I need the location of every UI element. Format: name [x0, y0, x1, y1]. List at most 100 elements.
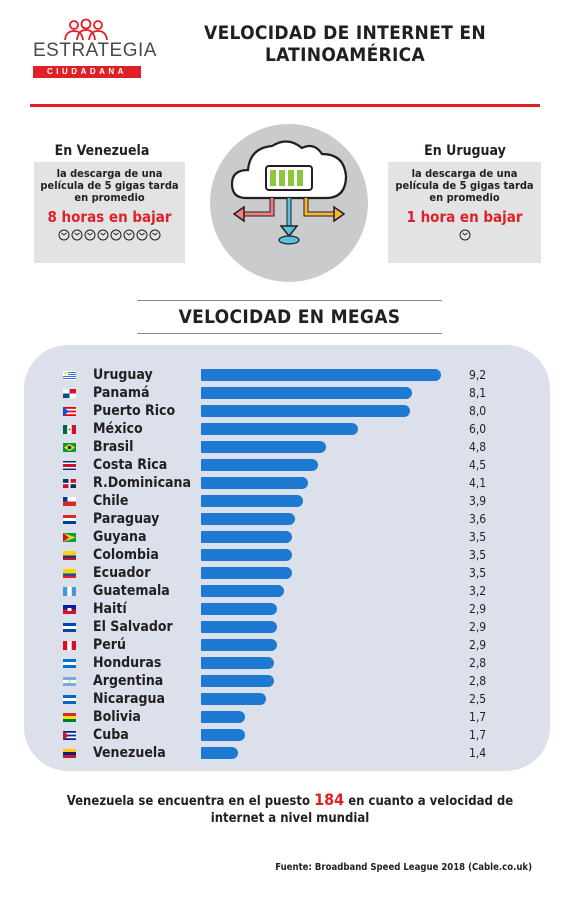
- category-label: Bolivia: [93, 709, 141, 725]
- flag-icon: [63, 389, 76, 398]
- uruguay-label: En Uruguay: [424, 143, 506, 159]
- bar: [201, 747, 238, 759]
- venezuela-time: 8 horas en bajar: [47, 208, 172, 226]
- chart-row: Colombia 3,5: [0, 547, 580, 565]
- footer-note: Venezuela se encuentra en el puesto 184 …: [40, 791, 540, 827]
- bar: [201, 477, 308, 489]
- bar: [201, 513, 295, 525]
- footer-before: Venezuela se encuentra en el puesto: [66, 794, 310, 809]
- clock-icon: [149, 229, 161, 241]
- value-label: 3,9: [469, 494, 487, 508]
- uruguay-desc-1: la descarga de una: [411, 167, 518, 180]
- uruguay-card: la descarga de una película de 5 gigas t…: [388, 162, 541, 263]
- venezuela-desc-3: en promedio: [74, 191, 145, 204]
- clock-icon: [459, 229, 470, 241]
- chart-row: Cuba 1,7: [0, 727, 580, 745]
- chart-row: Argentina 2,8: [0, 673, 580, 691]
- logo-tagline: CIUDADANA: [33, 66, 141, 78]
- flag-icon: [63, 695, 76, 704]
- category-label: Chile: [93, 493, 129, 509]
- category-label: Ecuador: [93, 565, 151, 581]
- header-divider: [30, 104, 540, 107]
- source-note: Fuente: Broadband Speed League 2018 (Cab…: [275, 862, 532, 873]
- venezuela-desc-1: la descarga de una: [56, 167, 163, 180]
- title-line-2: LATINOAMÉRICA: [264, 44, 426, 66]
- bar: [201, 531, 293, 543]
- section-title: VELOCIDAD EN MEGAS: [178, 306, 401, 328]
- bar: [201, 441, 327, 453]
- bar: [201, 369, 441, 381]
- value-label: 4,5: [469, 458, 487, 472]
- flag-icon: [63, 461, 76, 470]
- bar: [201, 495, 303, 507]
- value-label: 9,2: [469, 368, 487, 382]
- flag-icon: [63, 371, 76, 380]
- bar: [201, 657, 275, 669]
- flag-icon: [63, 443, 76, 452]
- chart-row: Brasil 4,8: [0, 439, 580, 457]
- venezuela-desc-2: película de 5 gigas tarda: [40, 179, 179, 192]
- chart-row: Guyana 3,5: [0, 529, 580, 547]
- bar: [201, 675, 275, 687]
- bar: [201, 459, 319, 471]
- page-title: VELOCIDAD DE INTERNET EN LATINOAMÉRICA: [180, 22, 510, 66]
- people-group-icon: [64, 18, 108, 41]
- venezuela-label: En Venezuela: [54, 143, 150, 159]
- flag-icon: [63, 749, 76, 758]
- bar: [201, 621, 277, 633]
- chart-row: Puerto Rico 8,0: [0, 403, 580, 421]
- flag-icon: [63, 551, 76, 560]
- bar: [201, 729, 246, 741]
- chart-row: Paraguay 3,6: [0, 511, 580, 529]
- category-label: R.Dominicana: [93, 475, 192, 491]
- value-label: 1,7: [469, 710, 487, 724]
- value-label: 8,1: [469, 386, 487, 400]
- chart-row: R.Dominicana 4,1: [0, 475, 580, 493]
- category-label: Paraguay: [93, 511, 160, 527]
- category-label: Costa Rica: [93, 457, 168, 473]
- value-label: 6,0: [469, 422, 487, 436]
- chart-row: Uruguay 9,2: [0, 367, 580, 385]
- category-label: El Salvador: [93, 619, 173, 635]
- bar: [201, 585, 285, 597]
- clock-icon: [97, 229, 109, 241]
- value-label: 4,8: [469, 440, 487, 454]
- flag-icon: [63, 407, 76, 416]
- uruguay-clocks: [388, 229, 541, 241]
- category-label: México: [93, 421, 143, 437]
- venezuela-card: la descarga de una película de 5 gigas t…: [34, 162, 185, 263]
- chart-row: Guatemala 3,2: [0, 583, 580, 601]
- venezuela-clocks: [34, 229, 185, 241]
- chart-row: Chile 3,9: [0, 493, 580, 511]
- value-label: 2,9: [469, 638, 487, 652]
- flag-icon: [63, 533, 76, 542]
- bar: [201, 423, 358, 435]
- value-label: 3,2: [469, 584, 487, 598]
- bar: [201, 387, 413, 399]
- value-label: 3,6: [469, 512, 487, 526]
- flag-icon: [63, 677, 76, 686]
- flag-icon: [63, 713, 76, 722]
- flag-icon: [63, 515, 76, 524]
- category-label: Guatemala: [93, 583, 170, 599]
- chart-row: Haití 2,9: [0, 601, 580, 619]
- bar: [201, 603, 277, 615]
- section-line-bottom: [137, 333, 442, 334]
- value-label: 2,5: [469, 692, 487, 706]
- chart-row: Nicaragua 2,5: [0, 691, 580, 709]
- category-label: Venezuela: [93, 745, 166, 761]
- category-label: Guyana: [93, 529, 147, 545]
- value-label: 2,8: [469, 674, 487, 688]
- value-label: 1,7: [469, 728, 487, 742]
- uruguay-desc-2: película de 5 gigas tarda: [395, 179, 534, 192]
- category-label: Cuba: [93, 727, 129, 743]
- clock-icon: [84, 229, 96, 241]
- bar: [201, 639, 277, 651]
- uruguay-time: 1 hora en bajar: [406, 208, 523, 226]
- title-line-1: VELOCIDAD DE INTERNET EN: [204, 22, 486, 44]
- category-label: Colombia: [93, 547, 159, 563]
- chart-row: Panamá 8,1: [0, 385, 580, 403]
- value-label: 8,0: [469, 404, 487, 418]
- flag-icon: [63, 587, 76, 596]
- uruguay-desc-3: en promedio: [429, 191, 500, 204]
